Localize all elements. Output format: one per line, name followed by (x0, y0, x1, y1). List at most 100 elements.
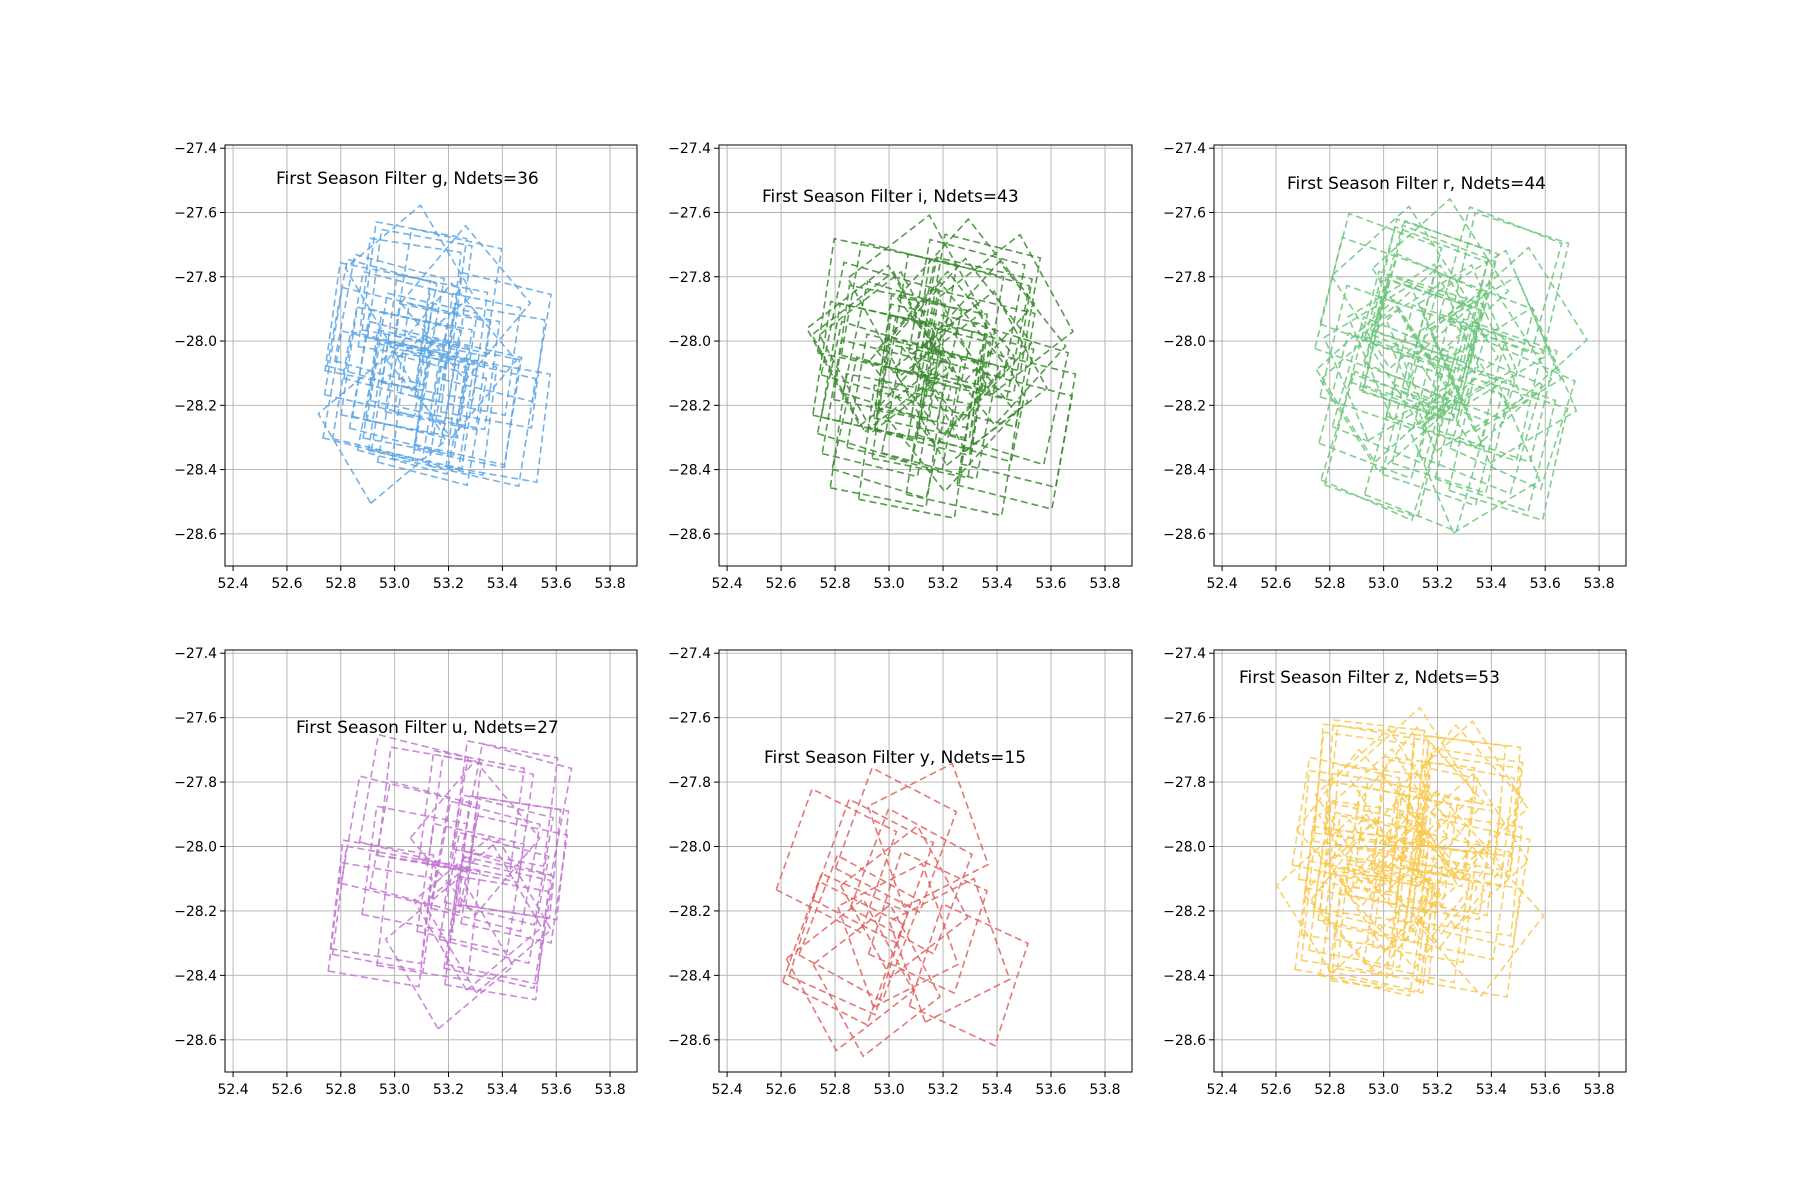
x-tick-label: 53.0 (1368, 1082, 1399, 1098)
footprint (416, 822, 525, 953)
footprint (333, 253, 446, 387)
footprint (875, 270, 1016, 437)
footprint (1384, 263, 1517, 422)
x-tick-label: 53.8 (1583, 576, 1614, 592)
footprint (788, 872, 909, 1016)
x-tick-label: 53.4 (487, 576, 518, 592)
y-tick-label: −28.0 (174, 334, 217, 350)
footprint (1408, 376, 1541, 535)
footprint (1336, 859, 1441, 983)
footprint (317, 349, 447, 505)
footprint (1447, 377, 1569, 522)
footprint (1438, 205, 1563, 355)
footprint (1319, 212, 1443, 360)
footprint (393, 302, 501, 431)
footprints (1313, 197, 1589, 535)
footprint (888, 877, 1011, 1024)
footprint (1419, 812, 1523, 937)
y-tick-label: −27.4 (668, 141, 711, 157)
y-tick-label: −27.4 (174, 646, 217, 662)
footprint (430, 800, 541, 933)
footprint (1444, 306, 1578, 465)
footprint (1395, 789, 1502, 917)
y-tick-label: −27.8 (174, 270, 217, 286)
footprint (1363, 272, 1485, 417)
footprint (1381, 361, 1503, 507)
x-tick-label: 52.8 (325, 576, 356, 592)
y-tick-label: −28.6 (1163, 1033, 1206, 1049)
x-tick-label: 52.8 (819, 576, 850, 592)
footprint (919, 289, 1036, 428)
x-tick-label: 52.8 (1314, 1082, 1345, 1098)
footprint (1344, 785, 1452, 914)
footprint (911, 289, 1049, 453)
footprint (1391, 350, 1512, 495)
footprint (366, 228, 473, 355)
footprint (1429, 274, 1563, 433)
x-tick-label: 53.6 (541, 1082, 572, 1098)
footprint (370, 340, 479, 470)
y-tick-label: −28.4 (1163, 463, 1206, 479)
x-tick-label: 53.8 (1089, 576, 1120, 592)
y-tick-label: −27.6 (174, 711, 217, 727)
footprint (775, 787, 898, 934)
footprint (874, 314, 988, 450)
panel-5: 52.4 52.6 52.8 53.0 53.2 53.4 53.6 53.8 −28.6 −28… (668, 646, 1133, 1098)
x-tick-label: 53.8 (1089, 1082, 1120, 1098)
footprint (820, 302, 937, 441)
footprint (445, 855, 554, 985)
footprint (1358, 277, 1481, 423)
footprint (907, 238, 1026, 379)
x-tick-label: 53.6 (541, 576, 572, 592)
footprint (832, 284, 947, 420)
footprint (1371, 837, 1478, 964)
panel-3: 52.4 52.6 52.8 53.0 53.2 53.4 53.6 53.8 −28.6 −28… (1163, 141, 1627, 592)
footprint (829, 372, 944, 508)
footprint (460, 814, 569, 944)
footprint (1345, 706, 1477, 863)
footprint (905, 379, 1021, 517)
axes-frame (718, 144, 1133, 567)
panel-1: 52.4 52.6 52.8 53.0 53.2 53.4 53.6 53.8 −28.6 −28… (174, 141, 638, 592)
y-tick-label: −28.4 (668, 463, 711, 479)
footprint (356, 342, 469, 476)
footprint (1323, 372, 1446, 519)
x-tick-label: 53.2 (433, 576, 464, 592)
y-tick-label: −28.0 (1163, 840, 1206, 856)
footprint (1414, 285, 1553, 450)
footprint (1376, 219, 1499, 366)
footprint (1421, 818, 1531, 949)
y-tick-label: −27.4 (174, 141, 217, 157)
x-tick-label: 52.6 (271, 576, 302, 592)
footprint (427, 357, 537, 488)
y-tick-label: −28.4 (174, 968, 217, 984)
x-tick-label: 53.2 (927, 1082, 958, 1098)
x-tick-label: 52.6 (765, 576, 796, 592)
footprint (868, 280, 1008, 447)
panel-6: 52.4 52.6 52.8 53.0 53.2 53.4 53.6 53.8 −28.6 −28… (1163, 646, 1627, 1098)
footprint (1302, 813, 1435, 971)
footprint (385, 281, 518, 440)
y-tick-label: −27.6 (174, 205, 217, 221)
x-tick-label: 53.6 (1035, 1082, 1066, 1098)
footprint (418, 749, 526, 878)
footprint (366, 311, 473, 439)
footprint (1361, 278, 1483, 423)
footprint (323, 286, 433, 417)
y-tick-label: −28.4 (668, 968, 711, 984)
x-tick-label: 53.2 (927, 576, 958, 592)
footprint (340, 775, 451, 907)
x-tick-label: 53.2 (1422, 576, 1453, 592)
x-tick-label: 53.8 (1583, 1082, 1614, 1098)
footprint (413, 340, 521, 469)
chart-title: First Season Filter u, Ndets=27 (296, 718, 559, 738)
footprint (445, 357, 551, 484)
footprint (948, 322, 1070, 466)
footprint (381, 273, 489, 402)
footprint (1312, 801, 1422, 932)
footprint (849, 807, 973, 956)
x-tick-label: 52.6 (1260, 576, 1291, 592)
x-tick-label: 53.4 (981, 1082, 1012, 1098)
footprint (1390, 294, 1524, 453)
footprint (1404, 733, 1507, 856)
